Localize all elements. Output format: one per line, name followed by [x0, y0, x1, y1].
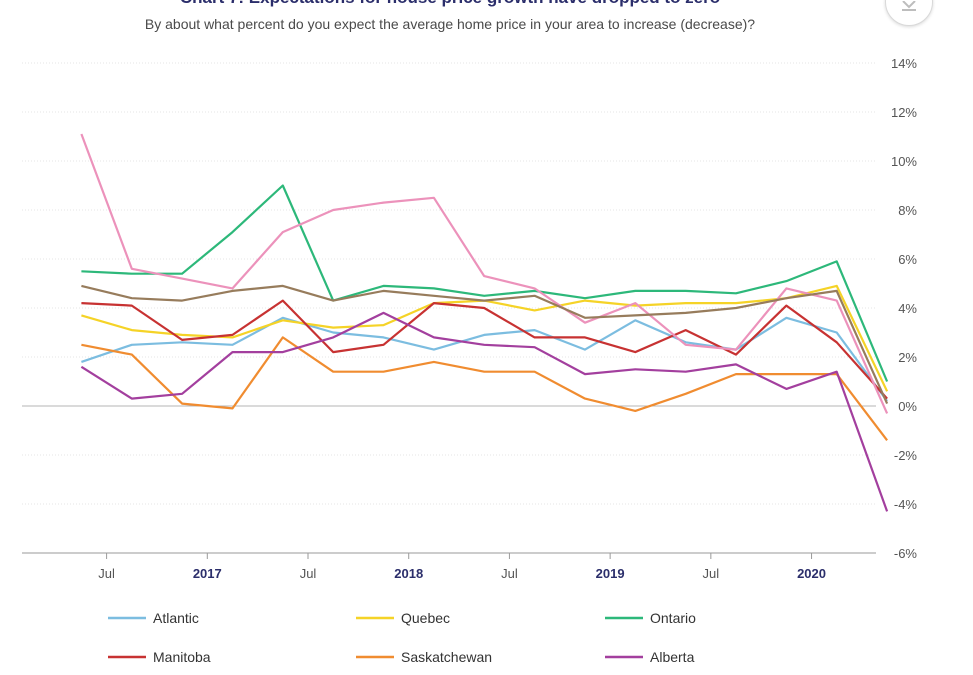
series-line-alberta: [80, 311, 889, 512]
y-tick-label: 6%: [898, 252, 917, 267]
x-tick-label: 2019: [596, 566, 625, 581]
series-line-unlabelled-6: [80, 133, 889, 414]
series-line-saskatchewan: [81, 336, 888, 441]
x-tick-label: 2018: [394, 566, 423, 581]
legend-item: Alberta: [605, 649, 695, 665]
x-tick-label: 2020: [797, 566, 826, 581]
legend-item: Quebec: [356, 610, 450, 626]
series-line-manitoba: [81, 299, 888, 400]
y-tick-label: 8%: [898, 203, 917, 218]
y-tick-label: 2%: [898, 350, 917, 365]
legend-item: Saskatchewan: [356, 649, 492, 665]
y-tick-label: 10%: [891, 154, 917, 169]
x-tick-label: Jul: [300, 566, 317, 581]
x-tick-label: Jul: [703, 566, 720, 581]
x-tick-label: 2017: [193, 566, 222, 581]
y-tick-label: -4%: [894, 497, 918, 512]
legend-label: Manitoba: [153, 649, 211, 665]
legend-label: Ontario: [650, 610, 696, 626]
y-tick-label: -2%: [894, 448, 918, 463]
chart-subtitle: By about what percent do you expect the …: [144, 16, 756, 32]
x-tick-label: Jul: [98, 566, 115, 581]
y-tick-label: -6%: [894, 546, 918, 561]
legend-item: Manitoba: [108, 649, 211, 665]
series-line-ontario: [81, 184, 889, 382]
y-tick-label: 4%: [898, 301, 917, 316]
series-line-unlabelled-7: [81, 284, 889, 405]
legend-item: Ontario: [605, 610, 696, 626]
chart-title: Chart 7: Expectations for house price gr…: [0, 0, 900, 8]
y-tick-label: 12%: [891, 105, 917, 120]
legend-label: Alberta: [650, 649, 695, 665]
legend-label: Quebec: [401, 610, 450, 626]
legend-item: Atlantic: [108, 610, 199, 626]
download-icon: [902, 1, 916, 11]
y-tick-label: 0%: [898, 399, 917, 414]
x-tick-label: Jul: [501, 566, 518, 581]
legend-label: Saskatchewan: [401, 649, 492, 665]
legend-label: Atlantic: [153, 610, 199, 626]
y-tick-label: 14%: [891, 56, 917, 71]
series-line-atlantic: [81, 316, 888, 402]
